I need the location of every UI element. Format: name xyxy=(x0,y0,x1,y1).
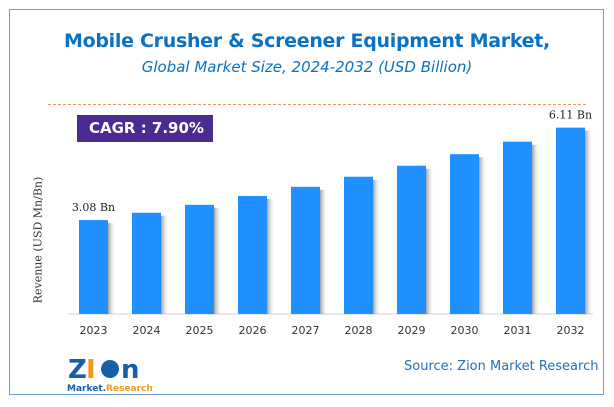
bar-shadow xyxy=(373,179,381,314)
data-label: 6.11 Bn xyxy=(549,109,592,122)
bar-2026 xyxy=(238,195,267,314)
x-tick-label: 2028 xyxy=(345,324,373,337)
bar-2032 xyxy=(556,127,585,315)
source-text: Source: Zion Market Research xyxy=(404,359,599,374)
x-tick-label: 2024 xyxy=(133,324,161,337)
bar-2025 xyxy=(185,204,214,314)
x-tick-label: 2023 xyxy=(80,324,108,337)
bar-shadow xyxy=(426,168,434,314)
bar-2023 xyxy=(79,220,108,314)
cagr-badge: CAGR : 7.90% xyxy=(77,115,213,142)
chart-subtitle: Global Market Size, 2024-2032 (USD Billi… xyxy=(141,58,473,76)
bar-shadow xyxy=(585,130,593,314)
zion-logo: Z I n Market.Research xyxy=(67,355,153,394)
x-tick-label: 2029 xyxy=(398,324,426,337)
divider xyxy=(48,104,586,105)
bar-shadow xyxy=(267,198,275,314)
bar-2029 xyxy=(397,165,426,314)
bar-2027 xyxy=(291,186,320,314)
bar-shadow xyxy=(161,215,169,314)
x-tick-label: 2030 xyxy=(451,324,479,337)
svg-text:I: I xyxy=(86,355,96,385)
bar-shadow xyxy=(532,144,540,314)
x-tick-label: 2032 xyxy=(557,324,585,337)
svg-text:n: n xyxy=(121,355,140,385)
bar-2031 xyxy=(503,141,532,314)
data-label: 3.08 Bn xyxy=(72,201,115,214)
chart-title: Mobile Crusher & Screener Equipment Mark… xyxy=(64,30,550,52)
bar-2030 xyxy=(450,154,479,314)
bar-shadow xyxy=(320,189,328,314)
bar-shadow xyxy=(479,157,487,314)
x-tick-label: 2025 xyxy=(186,324,214,337)
bar-2024 xyxy=(132,212,161,314)
x-tick-label: 2031 xyxy=(504,324,532,337)
svg-text:Z: Z xyxy=(68,355,87,385)
svg-text:Market.Research: Market.Research xyxy=(67,384,153,394)
bar-shadow xyxy=(108,223,116,314)
frame xyxy=(9,9,604,395)
x-tick-label: 2026 xyxy=(239,324,267,337)
x-tick-label: 2027 xyxy=(292,324,320,337)
bar-shadow xyxy=(214,207,222,314)
bar-2028 xyxy=(344,176,373,314)
